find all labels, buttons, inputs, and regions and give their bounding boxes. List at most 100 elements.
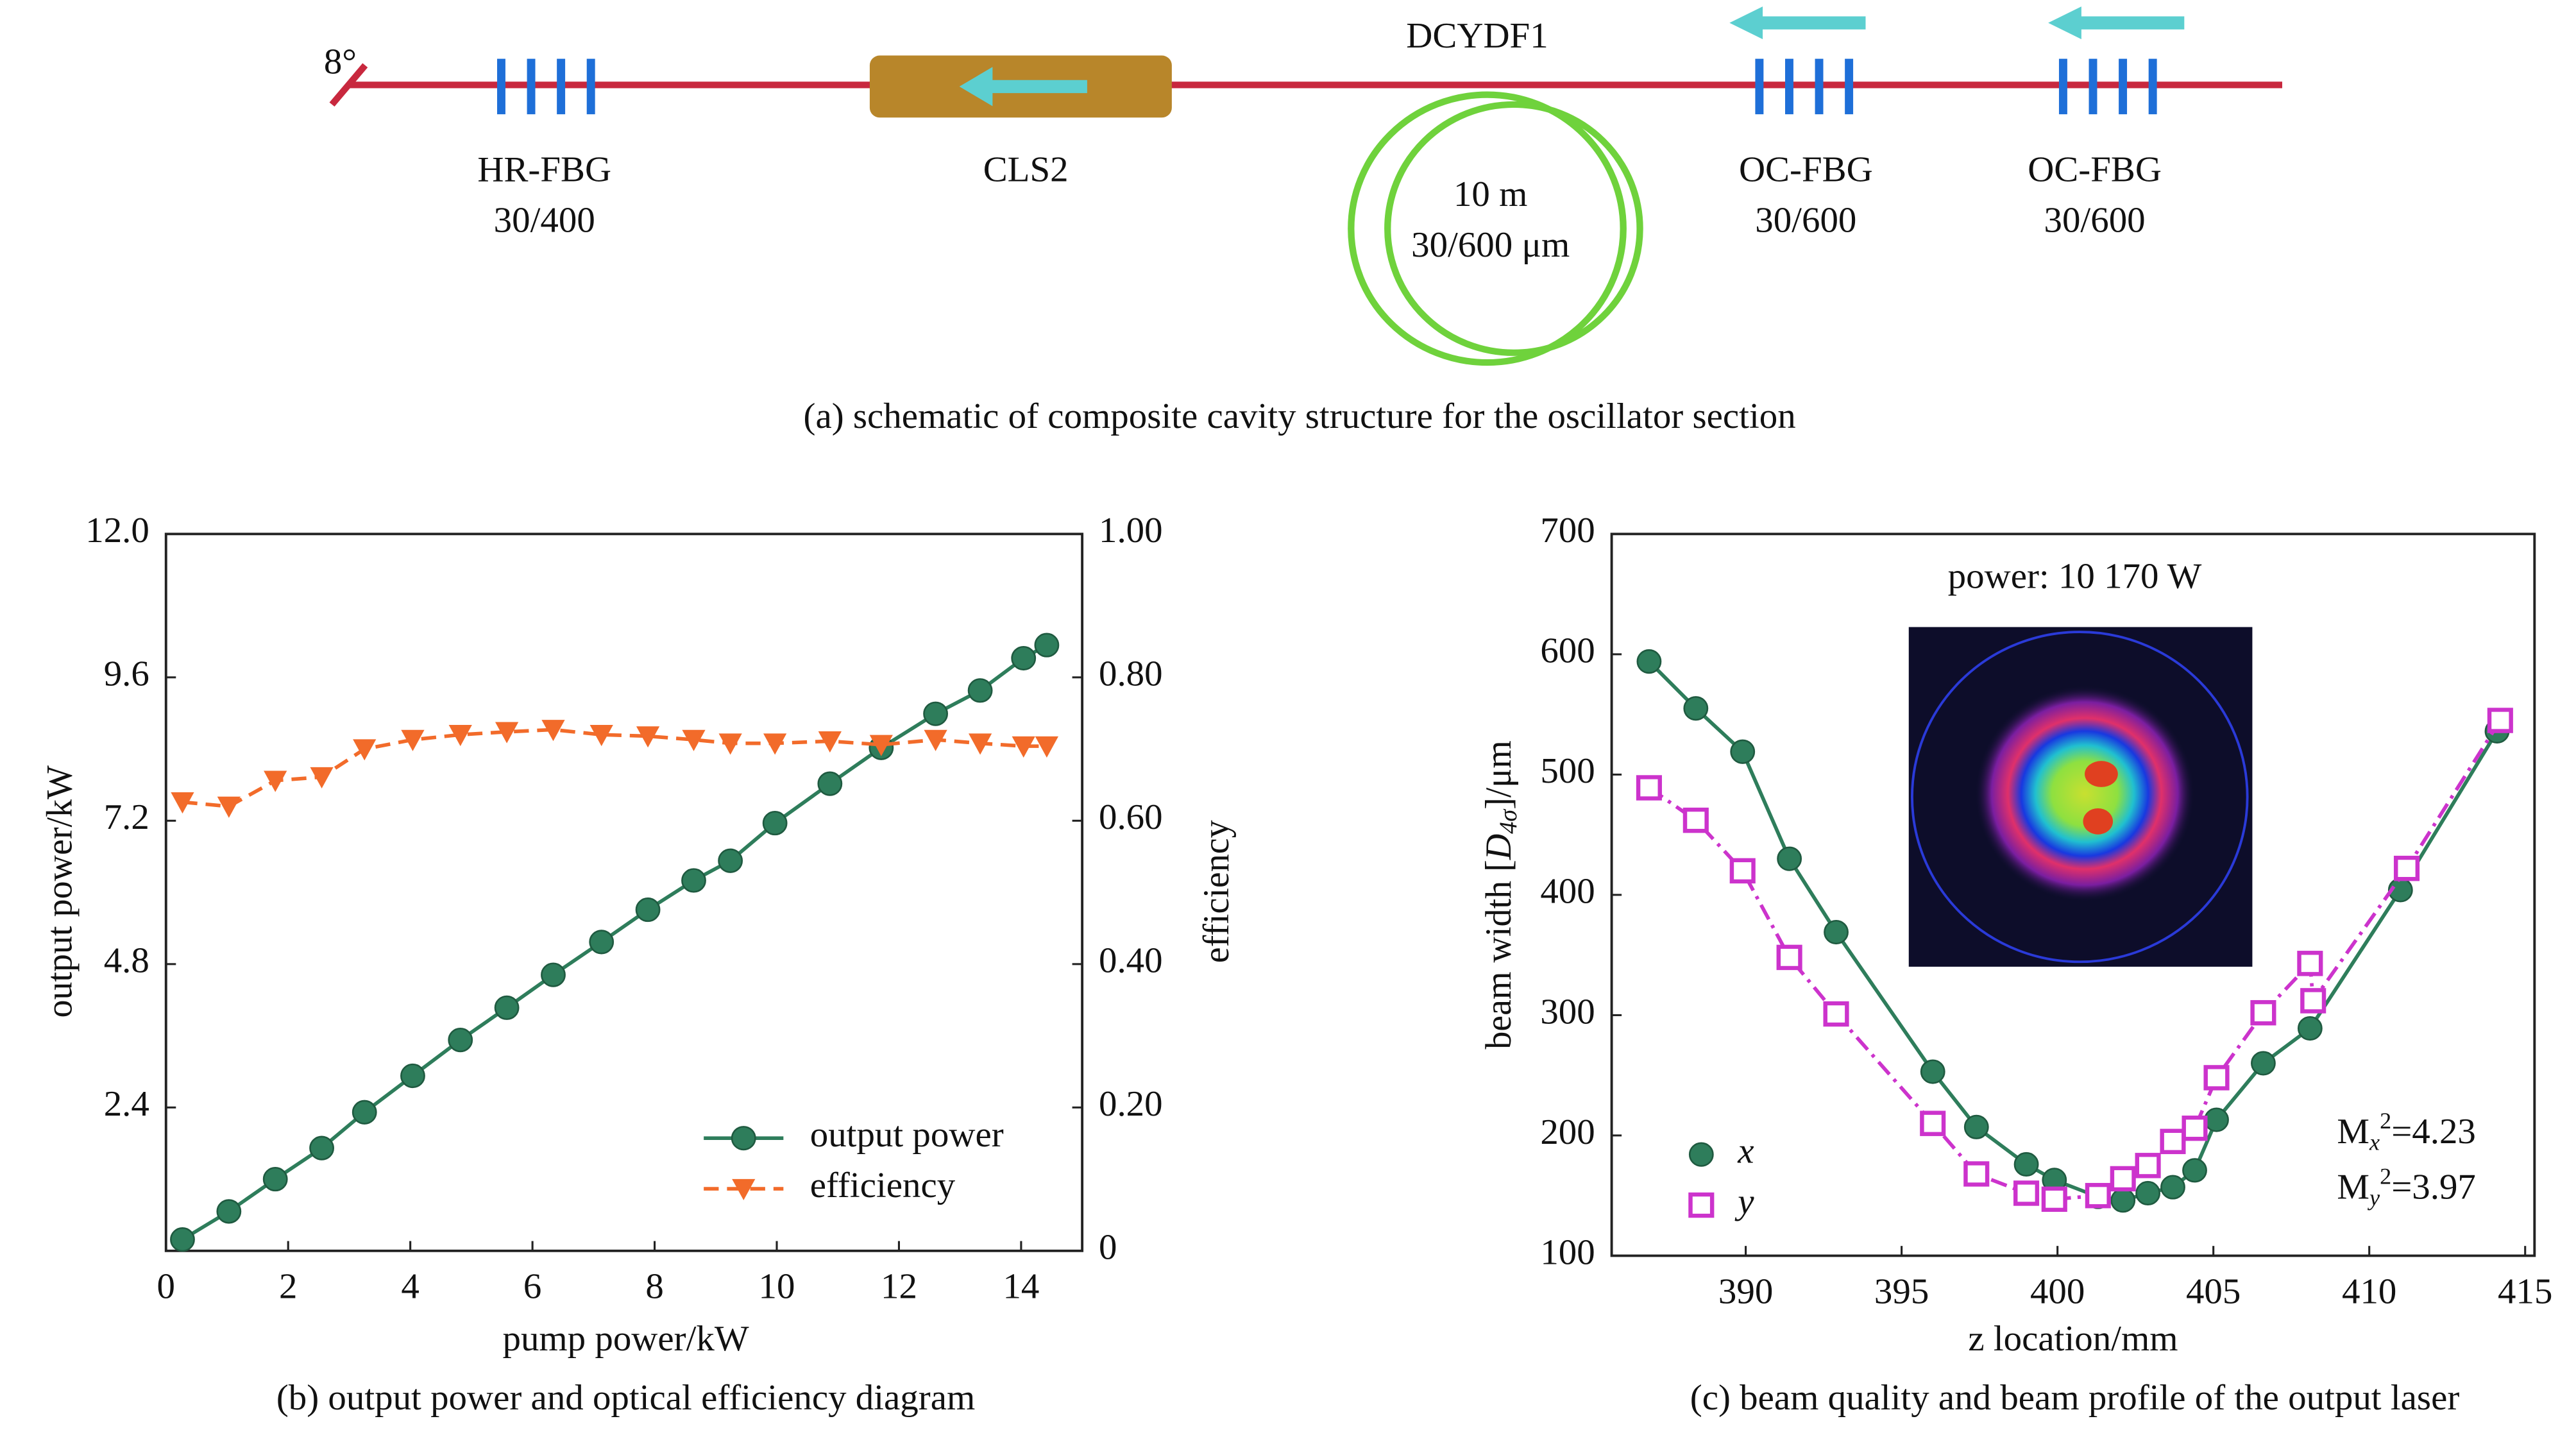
y-tick-label: 4.8 <box>104 941 149 980</box>
component-label: OC-FBG <box>2028 150 2162 189</box>
angle-label: 8° <box>324 42 357 81</box>
marker <box>2204 1107 2229 1132</box>
marker <box>2182 1158 2207 1183</box>
x-tick-label: 400 <box>2030 1272 2085 1311</box>
component-label: OC-FBG <box>1739 150 1873 189</box>
marker <box>763 733 787 755</box>
marker <box>2250 999 2276 1026</box>
y-tick-label: 400 <box>1540 872 1595 911</box>
marker <box>264 770 287 792</box>
marker <box>1035 736 1059 758</box>
annotation-part: 2 <box>2380 1109 2391 1134</box>
annotation-part: =4.23 <box>2391 1112 2476 1151</box>
marker <box>968 733 992 755</box>
annotation-part: M <box>2337 1112 2369 1151</box>
marker <box>1823 1001 1849 1027</box>
legend-label: efficiency <box>810 1166 955 1205</box>
beam-hotspot <box>2083 808 2114 835</box>
marker <box>2013 1152 2039 1177</box>
legend-marker <box>1688 1192 1715 1218</box>
legend-label: x <box>1737 1132 1754 1171</box>
marker <box>401 729 425 751</box>
y-tick-label: 7.2 <box>104 798 149 837</box>
marker <box>589 930 614 955</box>
marker <box>2085 1182 2111 1209</box>
x-tick-label: 2 <box>279 1267 297 1306</box>
marker <box>589 724 613 747</box>
arrow <box>2048 6 2185 40</box>
annotation-part: M <box>2337 1168 2369 1207</box>
x-tick-label: 10 <box>759 1267 795 1306</box>
beam-hotspot <box>2085 761 2118 787</box>
marker <box>2203 1065 2230 1091</box>
label-part: D <box>1479 834 1519 860</box>
fiber-coil <box>1384 101 1643 356</box>
series-markers <box>171 720 1059 818</box>
y2-tick-label: 0.60 <box>1099 798 1163 837</box>
annotation-part: 2 <box>2380 1164 2391 1189</box>
annotation: power: 10 170 W <box>1948 557 2202 596</box>
angled-end <box>329 63 368 107</box>
marker <box>718 733 742 755</box>
x-tick-label: 6 <box>523 1267 541 1306</box>
x-tick-label: 415 <box>2498 1272 2552 1311</box>
legend-marker <box>731 1126 756 1151</box>
x-axis-label: z location/mm <box>1968 1320 2178 1359</box>
marker <box>2110 1166 2136 1192</box>
marker <box>2487 708 2513 733</box>
beam-spot <box>1975 686 2194 902</box>
y-tick-label: 9.6 <box>104 654 149 693</box>
caption: (a) schematic of composite cavity struct… <box>804 396 1796 436</box>
marker <box>1011 645 1037 671</box>
legend-label: output power <box>810 1115 1004 1154</box>
marker <box>2251 1051 2276 1076</box>
marker <box>1034 633 1060 658</box>
marker <box>2297 951 2323 976</box>
marker <box>353 739 377 761</box>
marker <box>262 1166 288 1192</box>
marker <box>1636 649 1662 674</box>
marker <box>1920 1110 1946 1136</box>
y-tick-label: 200 <box>1540 1112 1595 1152</box>
y2-tick-label: 1.00 <box>1099 511 1163 550</box>
marker <box>2300 988 2326 1014</box>
component-spec: 30/600 <box>2044 201 2146 240</box>
marker <box>923 701 949 726</box>
marker <box>635 897 661 923</box>
marker <box>2041 1186 2067 1212</box>
marker <box>1777 846 1802 871</box>
annotation: Mx2=4.23 <box>2337 1109 2476 1155</box>
x-tick-label: 14 <box>1003 1267 1039 1306</box>
marker <box>310 767 334 788</box>
marker <box>1920 1059 1945 1084</box>
y-axis-label: beam width [D4σ]/μm <box>1479 740 1521 1050</box>
y2-tick-label: 0 <box>1099 1228 1117 1267</box>
marker <box>494 995 520 1020</box>
marker <box>352 1100 377 1125</box>
marker <box>2393 855 2420 881</box>
y-tick-label: 2.4 <box>104 1085 149 1124</box>
annotation: My2=3.97 <box>2337 1164 2476 1211</box>
marker <box>309 1135 334 1161</box>
x-tick-label: 4 <box>401 1267 419 1306</box>
legend-label: y <box>1734 1182 1754 1221</box>
marker <box>1824 919 1849 945</box>
marker <box>400 1063 425 1089</box>
series-markers <box>170 633 1060 1252</box>
marker <box>1963 1161 1990 1187</box>
marker <box>1729 858 1756 884</box>
marker <box>2135 1180 2161 1206</box>
y-tick-label: 100 <box>1540 1233 1595 1272</box>
component-label: HR-FBG <box>477 150 611 189</box>
x-tick-label: 0 <box>157 1267 175 1306</box>
marker <box>1963 1114 1989 1139</box>
oc-fbg-2 <box>2058 58 2157 115</box>
series-markers <box>1636 708 2513 1212</box>
fiber-length: 10 m <box>1453 174 1528 214</box>
component-spec: 30/600 μm <box>1411 225 1570 264</box>
marker <box>869 735 893 756</box>
annotation-part: x <box>2369 1130 2380 1155</box>
annotation-part: y <box>2368 1185 2380 1211</box>
annotation-part: =3.97 <box>2391 1168 2476 1207</box>
